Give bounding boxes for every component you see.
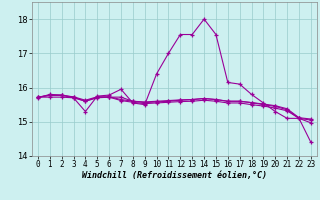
X-axis label: Windchill (Refroidissement éolien,°C): Windchill (Refroidissement éolien,°C) — [82, 171, 267, 180]
